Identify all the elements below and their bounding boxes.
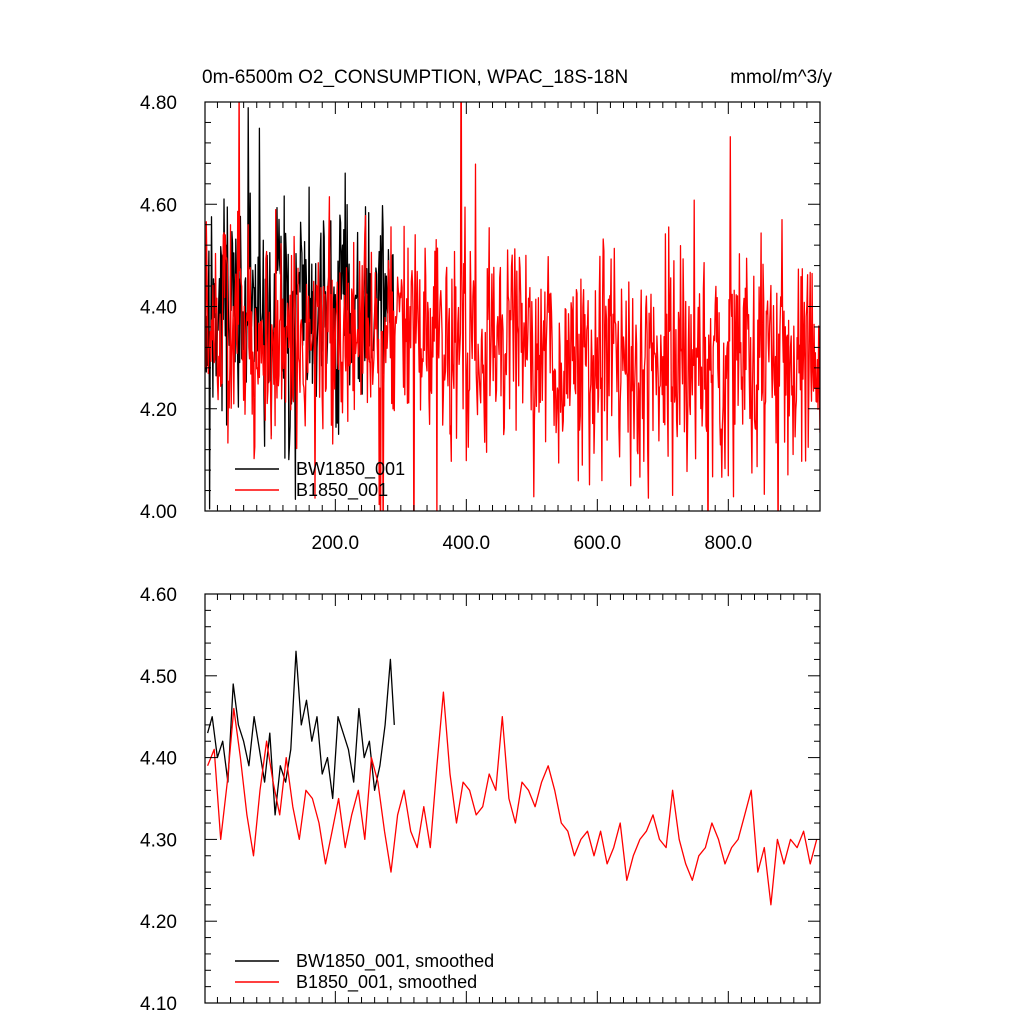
bottom-axis-ticks: 4.10 4.20 4.30 4.40 4.50 4.60: [140, 585, 820, 1015]
chart-units: mmol/m^3/y: [730, 67, 832, 88]
top-panel: 0m-6500m O2_CONSUMPTION, WPAC_18S-18N mm…: [140, 67, 832, 554]
x-tick-label: 600.0: [574, 533, 622, 554]
y-tick-label: 4.40: [140, 298, 177, 319]
y-tick-label: 4.20: [140, 400, 177, 421]
x-tick-label: 400.0: [443, 533, 491, 554]
y-tick-label: 4.40: [140, 749, 177, 770]
top-series-line-b1850: [205, 102, 820, 511]
y-tick-label: 4.20: [140, 912, 177, 933]
x-tick-label: 800.0: [705, 533, 753, 554]
y-tick-label: 4.60: [140, 195, 177, 216]
legend-label-bw1850-smoothed: BW1850_001, smoothed: [296, 951, 494, 972]
bottom-series-lines: [206, 650, 818, 906]
top-axis-ticks: 200.0 400.0 600.0 800.0 4.00 4.20 4.40 4.60 4.80: [140, 93, 820, 554]
y-tick-label: 4.00: [140, 502, 177, 523]
top-series-lines: [205, 102, 820, 511]
y-tick-label: 4.10: [140, 994, 177, 1015]
y-tick-label: 4.30: [140, 830, 177, 851]
y-tick-label: 4.60: [140, 585, 177, 606]
legend-label-bw1850: BW1850_001: [296, 459, 405, 480]
bottom-legend: BW1850_001, smoothed B1850_001, smoothed: [235, 951, 494, 993]
y-tick-label: 4.50: [140, 667, 177, 688]
legend-label-b1850: B1850_001: [296, 480, 388, 501]
legend-label-b1850-smoothed: B1850_001, smoothed: [296, 972, 477, 993]
bottom-panel: 4.10 4.20 4.30 4.40 4.50 4.60 BW1850_001, smo…: [140, 585, 821, 1015]
bottom-series-line-bw1850: [206, 650, 395, 816]
x-tick-label: 200.0: [312, 533, 360, 554]
top-legend: BW1850_001 B1850_001: [235, 459, 405, 501]
chart-title: 0m-6500m O2_CONSUMPTION, WPAC_18S-18N: [202, 67, 628, 88]
bottom-plot-frame: [204, 593, 821, 1004]
y-tick-label: 4.80: [140, 93, 177, 114]
bottom-series-line-b1850: [206, 691, 818, 906]
